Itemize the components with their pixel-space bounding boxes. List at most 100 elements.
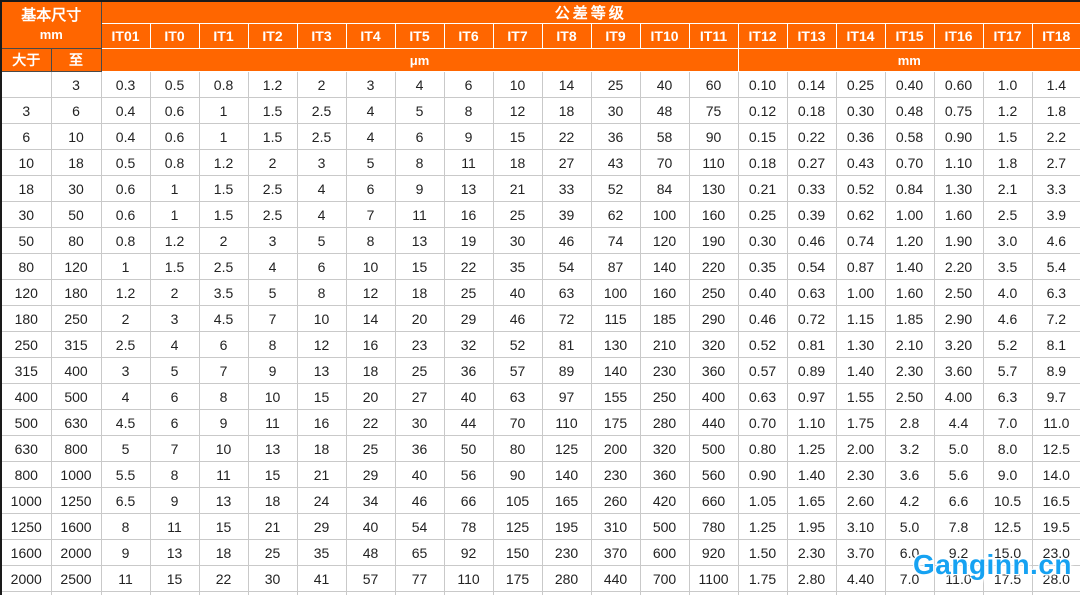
table-cell: 78 (443, 513, 494, 540)
table-cell: 34 (345, 487, 396, 514)
table-cell: 175 (590, 409, 641, 436)
table-cell: 56 (443, 461, 494, 488)
table-cell: 1.10 (786, 409, 837, 436)
table-cell: 3 (100, 357, 151, 384)
table-cell: 160 (688, 201, 739, 228)
table-cell: 0.6 (100, 175, 151, 202)
table-cell: 4 (247, 253, 298, 280)
cell-to: 1250 (50, 487, 102, 514)
cell-over: 10 (0, 149, 52, 176)
table-cell: 0.40 (737, 279, 788, 306)
table-cell: 2.20 (933, 253, 984, 280)
table-cell: 8.1 (1031, 331, 1080, 358)
table-cell: 1.8 (1031, 97, 1080, 124)
table-cell: 600 (639, 539, 690, 566)
table-cell: 860 (639, 591, 690, 595)
table-cell: 0.70 (737, 409, 788, 436)
table-cell: 46 (541, 227, 592, 254)
table-cell: 65 (394, 539, 445, 566)
table-cell: 320 (688, 331, 739, 358)
table-cell: 25 (247, 539, 298, 566)
table-cell: 1.20 (884, 227, 935, 254)
table-cell: 1.60 (933, 201, 984, 228)
table-cell: 230 (590, 461, 641, 488)
table-cell: 8 (100, 513, 151, 540)
table-cell: 10 (492, 71, 543, 98)
table-cell: 2.7 (1031, 149, 1080, 176)
table-cell: 2.50 (933, 279, 984, 306)
table-cell: 8.6 (884, 591, 935, 595)
table-row: 2500315013182636506993135210330540860135… (0, 591, 1080, 595)
table-cell: 9 (394, 175, 445, 202)
table-cell: 20 (394, 305, 445, 332)
table-cell: 290 (688, 305, 739, 332)
table-cell: 16 (443, 201, 494, 228)
table-cell: 33.0 (1031, 591, 1080, 595)
table-cell: 4.00 (933, 383, 984, 410)
table-cell: 5 (345, 149, 396, 176)
table-cell: 1.90 (933, 227, 984, 254)
table-cell: 0.8 (149, 149, 200, 176)
table-cell: 0.6 (149, 123, 200, 150)
table-cell: 0.84 (884, 175, 935, 202)
table-cell: 0.70 (884, 149, 935, 176)
cell-to: 315 (50, 331, 102, 358)
table-cell: 7 (149, 435, 200, 462)
table-cell: 175 (492, 565, 543, 592)
table-cell: 7 (345, 201, 396, 228)
cell-to: 3150 (50, 591, 102, 595)
table-cell: 280 (639, 409, 690, 436)
table-cell: 22 (198, 565, 249, 592)
table-cell: 7.8 (933, 513, 984, 540)
table-cell: 110 (541, 409, 592, 436)
table-cell: 0.81 (786, 331, 837, 358)
table-cell: 1.30 (835, 331, 886, 358)
table-cell: 2 (100, 305, 151, 332)
table-row: 3 6 0.4 0.6 1 1.5 2.5 4 5 8 12 18 30 48 75 0.12 0.18 0.30… (0, 97, 1080, 124)
table-cell: 29 (345, 461, 396, 488)
table-cell: 3.20 (933, 331, 984, 358)
table-cell: 0.39 (786, 201, 837, 228)
table-cell: 0.80 (737, 435, 788, 462)
table-cell: 69 (345, 591, 396, 595)
table-cell: 36 (247, 591, 298, 595)
table-row: 250 315 2.5 4 6 8 12 16 23 32 52 81 130 210 320 0.52 0.8… (0, 331, 1080, 358)
grade-column-header-it2: IT2 (247, 23, 298, 49)
table-cell: 0.74 (835, 227, 886, 254)
table-cell: 1.75 (835, 409, 886, 436)
basic-size-title: 基本尺寸 (21, 6, 82, 24)
table-cell: 2 (296, 71, 347, 98)
table-cell: 0.87 (835, 253, 886, 280)
table-cell: 5.0 (933, 435, 984, 462)
cell-over: 50 (0, 227, 52, 254)
table-cell: 0.30 (835, 97, 886, 124)
table-cell: 140 (590, 357, 641, 384)
table-cell: 44 (443, 409, 494, 436)
table-cell: 4 (345, 123, 396, 150)
table-cell: 25 (345, 435, 396, 462)
table-cell: 6 (149, 409, 200, 436)
grade-column-header-it1: IT1 (198, 23, 249, 49)
table-cell: 18 (345, 357, 396, 384)
table-cell: 36 (443, 357, 494, 384)
table-cell: 11 (149, 513, 200, 540)
table-cell: 1.55 (835, 383, 886, 410)
table-cell: 58 (639, 123, 690, 150)
table-cell: 4 (100, 383, 151, 410)
table-cell: 3 (149, 305, 200, 332)
table-cell: 1.2 (149, 227, 200, 254)
table-cell: 4 (296, 175, 347, 202)
cell-to: 1000 (50, 461, 102, 488)
table-cell: 200 (590, 435, 641, 462)
grade-column-header-it14: IT14 (835, 23, 886, 49)
table-cell: 18 (394, 279, 445, 306)
cell-to: 180 (50, 279, 102, 306)
table-cell: 43 (590, 149, 641, 176)
table-row: 800 1000 5.5 8 11 15 21 29 40 56 90 140 230 360 560 0.9… (0, 461, 1080, 488)
table-cell: 0.22 (786, 123, 837, 150)
table-cell: 33 (541, 175, 592, 202)
cell-over: 30 (0, 201, 52, 228)
table-cell: 500 (688, 435, 739, 462)
